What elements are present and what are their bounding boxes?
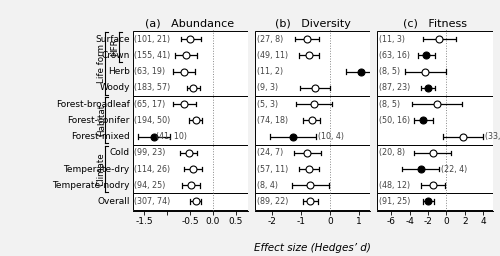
Text: Overall: Overall bbox=[97, 197, 130, 206]
Text: Forest-mixed: Forest-mixed bbox=[71, 132, 130, 141]
Text: (33, 4): (33, 4) bbox=[485, 132, 500, 141]
Text: (63, 16): (63, 16) bbox=[379, 51, 410, 60]
Text: Effect size (Hedges’ d): Effect size (Hedges’ d) bbox=[254, 243, 371, 253]
FancyBboxPatch shape bbox=[378, 96, 492, 145]
Text: (11, 3): (11, 3) bbox=[379, 35, 405, 44]
Text: (114, 26): (114, 26) bbox=[134, 165, 170, 174]
Text: Crown: Crown bbox=[102, 51, 130, 60]
Text: (22, 4): (22, 4) bbox=[441, 165, 467, 174]
Text: HFR: HFR bbox=[110, 38, 120, 56]
Text: Temperate-nodry: Temperate-nodry bbox=[52, 181, 130, 190]
FancyBboxPatch shape bbox=[255, 193, 370, 210]
FancyBboxPatch shape bbox=[132, 145, 248, 193]
Text: Surface: Surface bbox=[95, 35, 130, 44]
Text: (101, 21): (101, 21) bbox=[134, 35, 170, 44]
FancyBboxPatch shape bbox=[132, 96, 248, 145]
Text: Forest-broadleaf: Forest-broadleaf bbox=[56, 100, 130, 109]
FancyBboxPatch shape bbox=[255, 31, 370, 96]
Text: (10, 4): (10, 4) bbox=[318, 132, 344, 141]
Text: (63, 19): (63, 19) bbox=[134, 67, 166, 76]
Text: (27, 8): (27, 8) bbox=[256, 35, 283, 44]
FancyBboxPatch shape bbox=[255, 145, 370, 193]
Text: (50, 16): (50, 16) bbox=[379, 116, 410, 125]
Title: (c)   Fitness: (c) Fitness bbox=[403, 19, 467, 29]
Text: Woody: Woody bbox=[99, 83, 130, 92]
Text: (8, 5): (8, 5) bbox=[379, 100, 400, 109]
Text: (9, 3): (9, 3) bbox=[256, 83, 278, 92]
Text: (41, 10): (41, 10) bbox=[156, 132, 187, 141]
Text: (8, 5): (8, 5) bbox=[379, 67, 400, 76]
Text: Temperate-dry: Temperate-dry bbox=[64, 165, 130, 174]
Text: (48, 12): (48, 12) bbox=[379, 181, 410, 190]
Title: (b)   Diversity: (b) Diversity bbox=[274, 19, 350, 29]
FancyBboxPatch shape bbox=[378, 145, 492, 193]
Text: (91, 25): (91, 25) bbox=[379, 197, 410, 206]
Text: (65, 17): (65, 17) bbox=[134, 100, 166, 109]
Text: (99, 23): (99, 23) bbox=[134, 148, 166, 157]
Text: (74, 18): (74, 18) bbox=[256, 116, 288, 125]
Text: (94, 25): (94, 25) bbox=[134, 181, 166, 190]
Title: (a)   Abundance: (a) Abundance bbox=[146, 19, 234, 29]
Text: (24, 7): (24, 7) bbox=[256, 148, 283, 157]
Text: (87, 23): (87, 23) bbox=[379, 83, 410, 92]
FancyBboxPatch shape bbox=[378, 193, 492, 210]
Text: (57, 11): (57, 11) bbox=[256, 165, 288, 174]
Text: Cold: Cold bbox=[110, 148, 130, 157]
Text: (5, 3): (5, 3) bbox=[256, 100, 278, 109]
FancyBboxPatch shape bbox=[132, 31, 248, 96]
FancyBboxPatch shape bbox=[132, 193, 248, 210]
Text: Habitat: Habitat bbox=[97, 104, 106, 136]
Text: Climate: Climate bbox=[97, 152, 106, 186]
Text: (194, 50): (194, 50) bbox=[134, 116, 170, 125]
FancyBboxPatch shape bbox=[378, 31, 492, 96]
Text: (11, 2): (11, 2) bbox=[256, 67, 283, 76]
Text: Herb: Herb bbox=[108, 67, 130, 76]
Text: (307, 74): (307, 74) bbox=[134, 197, 170, 206]
Text: (49, 11): (49, 11) bbox=[256, 51, 288, 60]
Text: (155, 41): (155, 41) bbox=[134, 51, 170, 60]
FancyBboxPatch shape bbox=[255, 96, 370, 145]
Text: (20, 8): (20, 8) bbox=[379, 148, 406, 157]
Text: Life form: Life form bbox=[97, 44, 106, 83]
Text: (183, 57): (183, 57) bbox=[134, 83, 170, 92]
Text: (89, 22): (89, 22) bbox=[256, 197, 288, 206]
Text: Forest-conifer: Forest-conifer bbox=[68, 116, 130, 125]
Text: (8, 4): (8, 4) bbox=[256, 181, 278, 190]
